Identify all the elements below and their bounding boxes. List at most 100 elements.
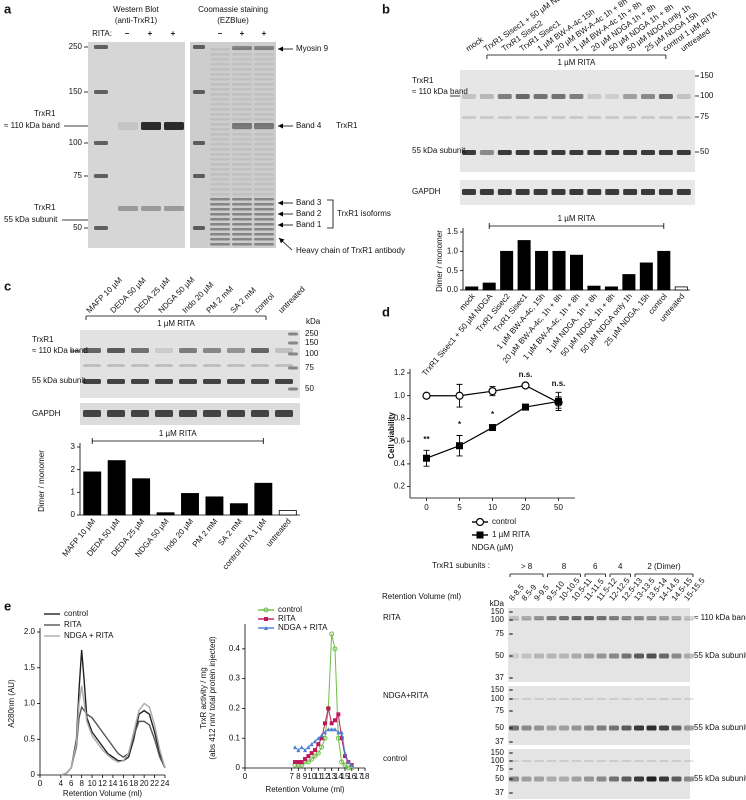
band — [164, 206, 184, 211]
x-tick-label: 5 — [457, 503, 462, 512]
band — [232, 208, 252, 211]
band — [254, 153, 274, 156]
band — [232, 203, 252, 206]
marker — [339, 736, 344, 741]
y-axis-title: Dimer / monomer — [435, 230, 444, 292]
marker-label: 150 — [700, 71, 714, 80]
marker — [264, 617, 268, 621]
band — [251, 379, 269, 384]
band — [232, 123, 252, 129]
blot-subtitle: (EZBlue) — [217, 16, 249, 25]
marker-label: 50 — [495, 723, 504, 732]
band — [94, 174, 108, 178]
band — [534, 776, 544, 782]
bar — [156, 512, 175, 516]
bar — [500, 250, 514, 291]
band — [658, 189, 673, 195]
lane-sign: − — [125, 29, 130, 38]
marker — [296, 748, 301, 753]
x-tick-label: 0 — [243, 772, 248, 781]
bracket-label: 1 µM RITA — [157, 319, 195, 328]
band — [571, 653, 582, 659]
marker — [319, 736, 324, 741]
band — [232, 93, 252, 96]
marker — [476, 531, 484, 539]
band — [641, 116, 655, 119]
band — [232, 98, 252, 101]
blot-title: Western Blot — [113, 5, 159, 14]
band — [232, 143, 252, 146]
band — [179, 364, 197, 367]
y-tick-label: 0.8 — [394, 414, 406, 423]
bar — [181, 493, 199, 516]
marker-label: 150 — [491, 748, 505, 757]
bar — [465, 286, 479, 291]
band — [671, 616, 682, 620]
band — [584, 653, 594, 659]
band — [232, 73, 252, 76]
band — [634, 725, 644, 731]
band — [210, 58, 230, 61]
band — [254, 183, 274, 186]
band-label: Band 1 — [296, 220, 322, 229]
band-label: Heavy chain of TrxR1 antibody — [296, 246, 405, 255]
gel — [508, 686, 690, 745]
band — [479, 94, 494, 99]
x-tick-label: 10 — [488, 503, 497, 512]
lane-sign: − — [218, 29, 223, 38]
band — [462, 94, 476, 99]
band — [254, 218, 274, 221]
y-tick-label: 0.5 — [24, 734, 36, 743]
band — [684, 698, 694, 700]
band — [609, 776, 619, 782]
band — [596, 725, 607, 731]
band — [232, 223, 252, 226]
band — [509, 677, 513, 679]
x-tick-label: 14 — [108, 779, 117, 788]
band — [232, 178, 252, 181]
band — [546, 776, 557, 782]
band — [254, 46, 274, 50]
x-tick-label: 17 — [354, 772, 363, 781]
marker-label: 50 — [73, 223, 82, 232]
legend-label: NDGA + RITA — [278, 623, 328, 632]
x-tick-label: 0 — [424, 503, 429, 512]
band — [210, 83, 230, 86]
band — [509, 619, 513, 621]
band — [462, 116, 476, 119]
band — [533, 189, 548, 195]
group-label: 6 — [593, 562, 598, 571]
band — [210, 233, 230, 236]
band — [203, 379, 221, 384]
band — [546, 619, 557, 621]
band — [509, 653, 519, 659]
marker — [342, 762, 348, 768]
band-label: 55 kDa subunit — [694, 723, 746, 732]
marker — [319, 744, 325, 750]
band — [254, 233, 274, 236]
marker — [488, 387, 497, 396]
band — [479, 150, 494, 155]
band — [232, 78, 252, 81]
band — [621, 616, 632, 620]
band — [210, 228, 230, 231]
band — [251, 364, 269, 367]
y-tick-label: 1.5 — [24, 663, 36, 672]
band — [671, 776, 682, 782]
bar — [107, 460, 126, 516]
marker — [345, 765, 351, 771]
band — [671, 725, 682, 731]
significance: n.s. — [552, 379, 566, 388]
band — [584, 698, 594, 700]
band — [227, 348, 245, 353]
band — [497, 189, 512, 195]
band — [254, 63, 274, 66]
y-tick-label: 0.3 — [229, 674, 241, 683]
x-tick-label: 0 — [38, 779, 43, 788]
band — [621, 619, 632, 621]
band — [210, 148, 230, 151]
y-tick-label: 2 — [71, 465, 76, 474]
marker — [323, 730, 327, 735]
band — [210, 218, 230, 221]
band — [210, 123, 230, 126]
